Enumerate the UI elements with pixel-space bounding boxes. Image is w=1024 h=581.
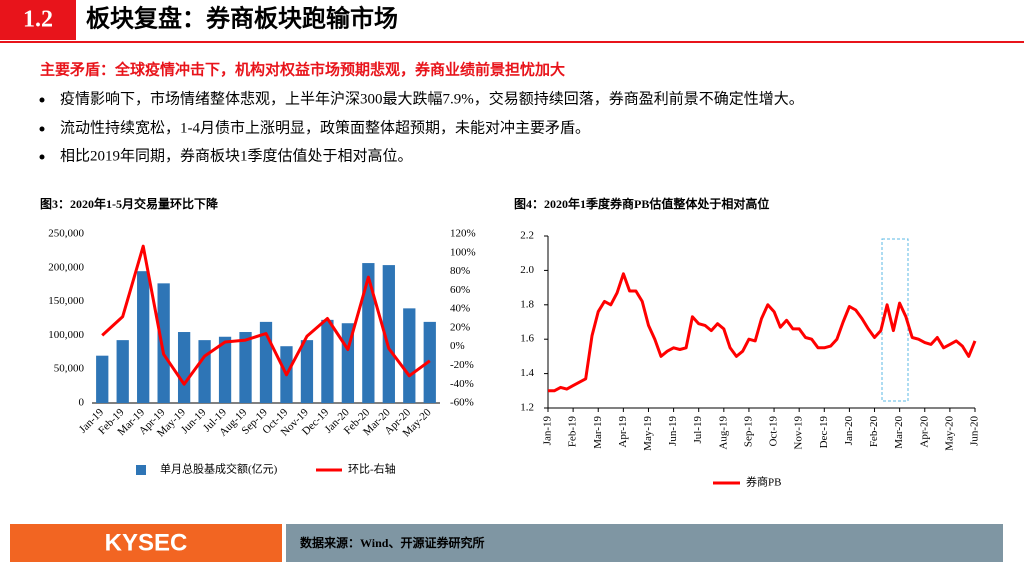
- bullet-dot: [39, 126, 45, 132]
- logo: KYSEC: [105, 529, 188, 556]
- header-number: 1.2: [23, 7, 53, 33]
- source: 数据来源：Wind、开源证券研究所: [300, 535, 484, 550]
- y-tick-label: 200,000: [48, 261, 84, 273]
- bar: [321, 319, 334, 403]
- y-tick-label: 1.4: [520, 367, 534, 379]
- x-tick-label: Jun-20: [969, 416, 981, 446]
- bullet: 流动性持续宽松，1-4月债市上涨明显，政策面整体超预期，未能对冲主要矛盾。: [60, 119, 590, 136]
- y-tick-label: 40%: [450, 303, 470, 315]
- y-tick-label: 1.8: [520, 298, 534, 310]
- bar: [382, 265, 395, 403]
- header-title: 板块复盘：券商板块跑输市场: [86, 5, 398, 33]
- y-tick-label: 0%: [450, 340, 465, 352]
- legend-label: 单月总股基成交额(亿元): [160, 462, 278, 476]
- y-tick-label: 50,000: [54, 363, 85, 375]
- y-tick-label: 100%: [450, 246, 476, 258]
- legend-label: 券商PB: [746, 475, 781, 489]
- header-badge: [0, 0, 76, 40]
- bar: [362, 263, 375, 403]
- y-tick-label: 100,000: [48, 329, 84, 341]
- x-tick-label: Jan-20: [843, 416, 855, 446]
- x-tick-label: May-19: [642, 416, 654, 451]
- legend-label: 环比-右轴: [348, 462, 396, 476]
- y-tick-label: 0: [79, 397, 85, 409]
- line-series: [548, 272, 977, 393]
- y-tick-label: 2.2: [520, 230, 534, 242]
- bar: [177, 332, 191, 403]
- y-tick-label: 80%: [450, 265, 470, 277]
- x-tick-label: Oct-19: [768, 416, 780, 447]
- y-tick-label: 120%: [450, 228, 476, 240]
- x-tick-label: Sep-19: [742, 416, 754, 448]
- y-tick-label: -40%: [450, 378, 474, 390]
- y-tick-label: 60%: [450, 284, 470, 296]
- x-tick-label: Nov-19: [793, 416, 805, 450]
- bullet: 疫情影响下，市场情绪整体悲观，上半年沪深300最大跌幅7.9%，交易额持续回落，…: [60, 89, 804, 107]
- y-tick-label: -20%: [450, 359, 474, 371]
- bar: [198, 340, 211, 403]
- x-tick-label: Mar-20: [893, 416, 905, 449]
- bar: [403, 308, 416, 403]
- bullet: 相比2019年同期，券商板块1季度估值处于相对高位。: [60, 146, 413, 164]
- y-tick-label: -60%: [450, 397, 474, 409]
- x-tick-label: Aug-19: [717, 416, 729, 450]
- line-series: [101, 244, 431, 386]
- bar: [116, 340, 129, 403]
- x-tick-label: Jun-19: [667, 416, 679, 446]
- x-tick-label: Jul-19: [692, 416, 704, 444]
- logo-box: [10, 524, 282, 562]
- x-tick-label: May-20: [943, 416, 955, 451]
- bar: [218, 336, 232, 403]
- bar: [239, 332, 252, 403]
- bar: [157, 283, 170, 403]
- x-tick-label: Apr-20: [918, 416, 930, 448]
- y-tick-label: 2.0: [520, 264, 534, 276]
- y-tick-label: 1.6: [520, 333, 534, 345]
- chart-title: 图3：2020年1-5月交易量环比下降: [40, 196, 219, 211]
- x-tick-label: Apr-19: [617, 416, 629, 448]
- legend-swatch: [136, 465, 146, 475]
- bullet-dot: [39, 97, 45, 103]
- x-tick-label: Mar-19: [592, 416, 604, 449]
- y-tick-label: 150,000: [48, 295, 84, 307]
- bar: [137, 271, 150, 403]
- y-tick-label: 250,000: [48, 228, 84, 240]
- y-tick-label: 1.2: [520, 402, 534, 414]
- bar: [96, 355, 109, 403]
- x-tick-label: Jan-19: [542, 416, 554, 446]
- x-tick-label: Dec-19: [818, 416, 830, 449]
- footer-bar: [286, 524, 1003, 562]
- chart-title: 图4：2020年1季度券商PB估值整体处于相对高位: [514, 196, 769, 211]
- x-tick-label: Feb-19: [567, 416, 579, 448]
- y-tick-label: 20%: [450, 321, 470, 333]
- bar: [300, 340, 314, 403]
- subheadline: 主要矛盾：全球疫情冲击下，机构对权益市场预期悲观，券商业绩前景担忧加大: [40, 60, 565, 78]
- bullet-dot: [39, 154, 45, 160]
- x-tick-label: Feb-20: [868, 416, 880, 448]
